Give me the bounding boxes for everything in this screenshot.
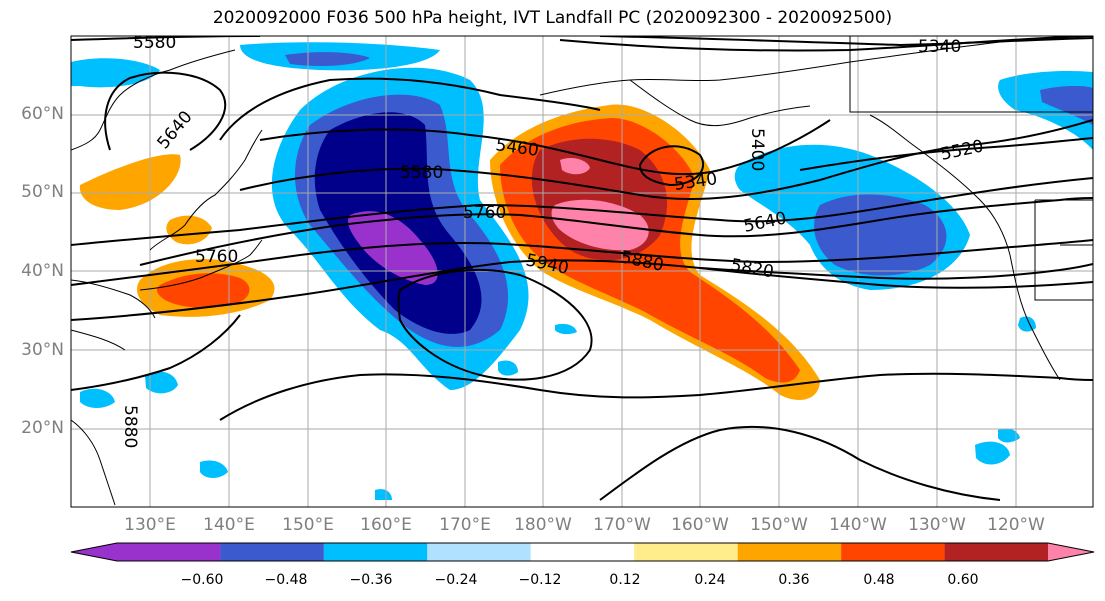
- lat-label-40n: 40°N: [21, 261, 64, 281]
- contour-5820: [699, 267, 1093, 289]
- lon-label-150e: 150°E: [282, 515, 334, 535]
- contour-5640-west: [104, 71, 227, 151]
- lon-label-140w: 140°W: [829, 515, 887, 535]
- contour-label: 5760: [195, 247, 238, 267]
- contour-upper-arc: [219, 77, 601, 141]
- contour-5580: [239, 119, 1093, 201]
- small-ivt-blobs: [80, 316, 1036, 500]
- lon-label-160w: 160°W: [671, 515, 729, 535]
- contour-5880-loop: [397, 269, 593, 381]
- lon-label-180w: 180°W: [514, 515, 572, 535]
- colorbar-segment: [323, 543, 428, 561]
- lon-label-170w: 170°W: [593, 515, 651, 535]
- colorbar: [70, 542, 1095, 562]
- contour-5880-southeast: [599, 425, 1001, 501]
- colorbar-segment: [737, 543, 842, 561]
- lon-label-130e: 130°E: [124, 515, 176, 535]
- contour-5940: [71, 259, 1093, 321]
- colorbar-tick-label: 0.36: [778, 572, 810, 588]
- colorbar-tick-label: 0.48: [863, 572, 895, 588]
- colorbar-segment: [944, 543, 1048, 561]
- colorbar-tick-label: −0.48: [264, 572, 308, 588]
- lat-label-20n: 20°N: [21, 418, 64, 438]
- colorbar-tick-label: −0.36: [349, 572, 393, 588]
- contour-label: 5760: [463, 203, 506, 223]
- contour-5760: [139, 197, 1093, 266]
- colorbar-tick-label: −0.12: [518, 572, 562, 588]
- contour-5520: [799, 137, 1093, 171]
- contour-5340-north: [559, 36, 1093, 52]
- lat-label-50n: 50°N: [21, 182, 64, 202]
- lon-label-150w: 150°W: [750, 515, 808, 535]
- colorbar-tick-label: 0.24: [694, 572, 726, 588]
- contour-5880-south: [71, 314, 1093, 421]
- colorbar-outline: [70, 542, 1095, 562]
- colorbar-tick-label: −0.24: [434, 572, 478, 588]
- contour-5340-loop: [638, 145, 705, 187]
- negative-ivt-region-west: [271, 67, 529, 391]
- contour-label: 5400: [747, 128, 767, 171]
- colorbar-segment: [841, 543, 945, 561]
- contour-label: 5580: [133, 33, 176, 53]
- lon-label-130w: 130°W: [908, 515, 966, 535]
- contour-5640: [71, 177, 1093, 246]
- colorbar-tick-label: 0.12: [609, 572, 641, 588]
- map-frame: [70, 35, 1094, 508]
- lon-label-160e: 160°E: [360, 515, 412, 535]
- colorbar-segment: [220, 543, 324, 561]
- lon-label-170e: 170°E: [439, 515, 491, 535]
- colorbar-tick-label: 0.60: [947, 572, 979, 588]
- contour-5460: [259, 119, 831, 176]
- lon-label-120w: 120°W: [987, 515, 1045, 535]
- colorbar-segment: [71, 543, 221, 561]
- colorbar-segment: [427, 543, 531, 561]
- colorbar-segment: [530, 543, 635, 561]
- lat-label-60n: 60°N: [21, 104, 64, 124]
- graticule: [71, 36, 1093, 507]
- colorbar-segment: [1048, 543, 1094, 561]
- lat-label-30n: 30°N: [21, 340, 64, 360]
- colorbar-tick-label: −0.60: [180, 572, 224, 588]
- figure-title: 2020092000 F036 500 hPa height, IVT Land…: [212, 8, 893, 28]
- contour-label: 5880: [120, 405, 140, 448]
- contour-5760b: [71, 239, 1093, 286]
- lon-label-140e: 140°E: [203, 515, 255, 535]
- colorbar-segment: [634, 543, 738, 561]
- height-contours: [71, 36, 1093, 501]
- contour-label: 5340: [918, 37, 961, 57]
- contour-label: 5580: [400, 163, 443, 183]
